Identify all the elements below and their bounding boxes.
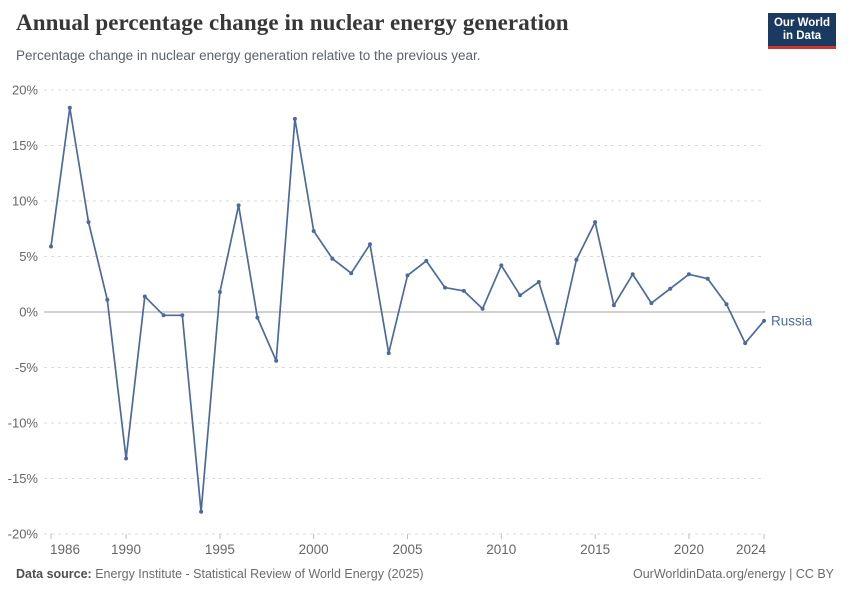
- series-points[interactable]: [49, 105, 766, 514]
- x-axis-tick-label: 2020: [674, 542, 704, 557]
- line-chart[interactable]: 20% 15% 10% 5% 0% -5% -10% -15% -20% 1986 1990 1995…: [0, 83, 850, 563]
- y-axis-tick-label: 15%: [12, 138, 38, 153]
- y-axis-tick-label: 5%: [19, 249, 38, 264]
- page-title: Annual percentage change in nuclear ener…: [16, 10, 569, 35]
- data-source-label: Data source:: [16, 567, 92, 581]
- owid-logo-line2: in Data: [782, 30, 822, 42]
- x-axis-tick-label: 2024: [736, 542, 767, 557]
- y-axis-tick-label: 10%: [12, 194, 38, 209]
- y-axis-tick-label: -5%: [15, 360, 39, 375]
- y-axis-tick-label: -10%: [8, 416, 39, 431]
- x-axis-tick-label: 2015: [580, 542, 610, 557]
- x-axis-tick-label: 1990: [111, 542, 141, 557]
- x-axis-tick-label: 2010: [486, 542, 516, 557]
- x-axis-tick-label: 1995: [205, 542, 235, 557]
- gridlines: 20% 15% 10% 5% 0% -5% -10% -15% -20%: [8, 83, 765, 542]
- y-axis-tick-label: -20%: [8, 527, 39, 542]
- chart-subtitle: Percentage change in nuclear energy gene…: [16, 48, 481, 63]
- y-axis-tick-label: -15%: [8, 471, 39, 486]
- x-axis-tick-label: 2000: [299, 542, 329, 557]
- x-axis-tick-label: 1986: [50, 542, 80, 557]
- data-source: Data source: Energy Institute - Statisti…: [16, 567, 424, 581]
- owid-logo[interactable]: Our World in Data: [768, 13, 836, 49]
- owid-logo-line1: Our World: [773, 17, 830, 29]
- credit-link[interactable]: OurWorldinData.org/energy | CC BY: [632, 567, 834, 581]
- y-axis-tick-label: 0%: [19, 305, 38, 320]
- series-end-label[interactable]: Russia: [771, 313, 813, 328]
- y-axis-tick-label: 20%: [12, 83, 38, 98]
- data-source-text: Energy Institute - Statistical Review of…: [91, 567, 424, 581]
- x-axis-tick-label: 2005: [392, 542, 422, 557]
- chart-footer: Data source: Energy Institute - Statisti…: [16, 567, 834, 581]
- chart-svg[interactable]: 20% 15% 10% 5% 0% -5% -10% -15% -20% 1986 1990 1995…: [0, 83, 850, 563]
- series-line-russia[interactable]: [50, 106, 765, 513]
- x-axis: 1986 1990 1995 2000 2005 2010 2015 2020 2024: [50, 534, 766, 557]
